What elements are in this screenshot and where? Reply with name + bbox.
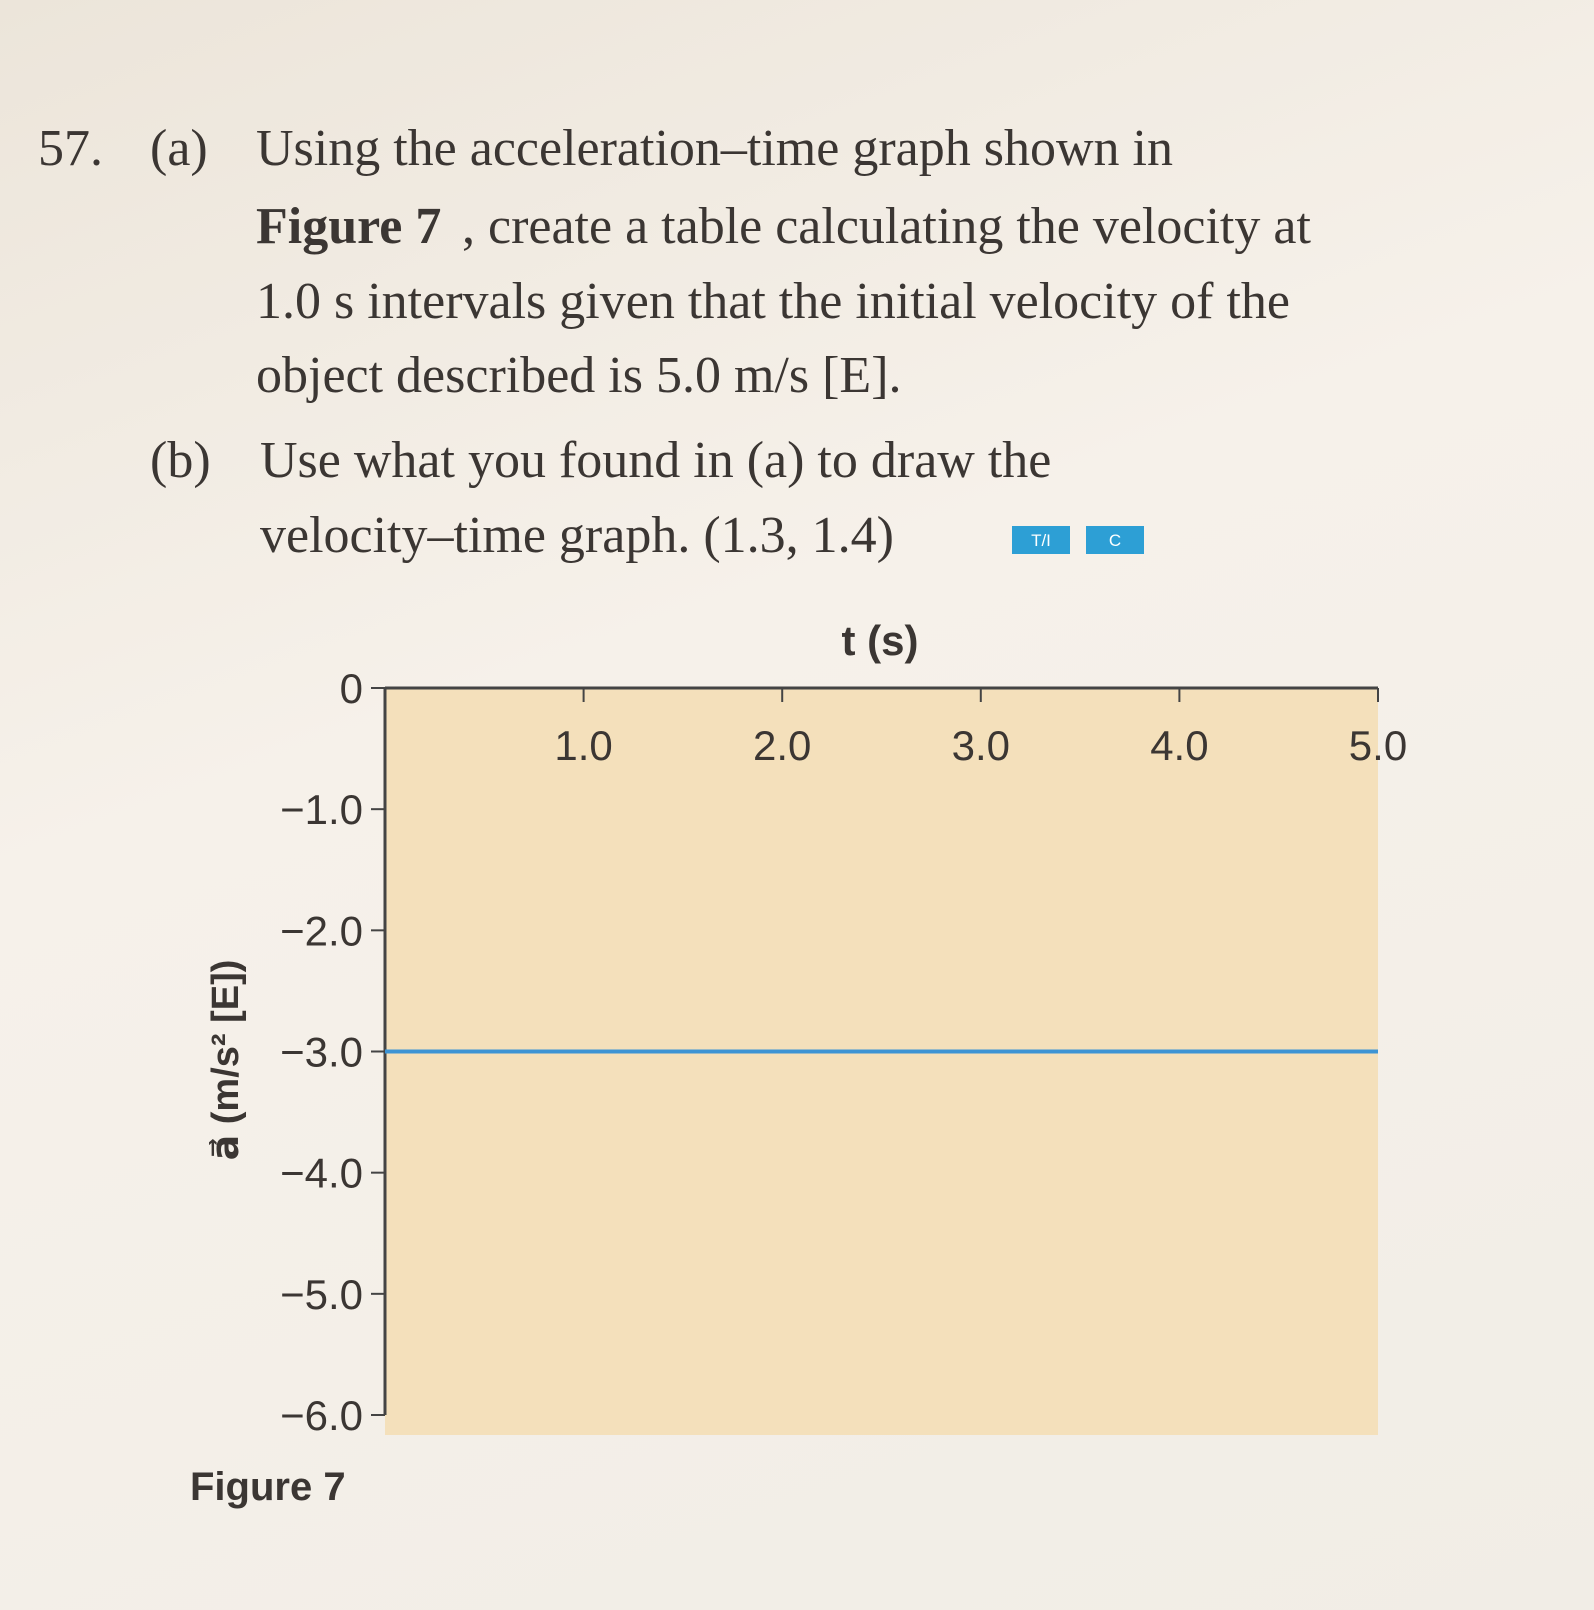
question-text: object described is 5.0 m/s [E]. (256, 347, 902, 404)
y-axis-title: a⃗ (m/s² [E]) (205, 960, 247, 1161)
part-label: (b) (150, 432, 211, 489)
y-tick-label: −5.0 (280, 1271, 363, 1318)
chart: 1.0 2.0 3.0 4.0 5.0 0 −1.0 −2.0 −3.0 −4.0 −5.0 −6.0… (190, 617, 1407, 1509)
question-text: Using the acceleration–time graph shown … (256, 120, 1173, 177)
y-tick-label: −1.0 (280, 786, 363, 833)
x-tick-label: 5.0 (1349, 722, 1407, 769)
y-tick-label: −2.0 (280, 907, 363, 954)
badge-text: C (1109, 531, 1121, 550)
x-tick-label: 3.0 (952, 722, 1010, 769)
badge (1012, 526, 1070, 554)
y-tick-label: −3.0 (280, 1029, 363, 1076)
question-text: velocity–time graph. (1.3, 1.4) (260, 507, 894, 564)
question-text: , create a table calculating the velocit… (462, 198, 1311, 255)
x-axis-title: t (s) (842, 617, 919, 664)
badge-text: T/I (1031, 531, 1051, 550)
plot-area (385, 688, 1378, 1435)
x-tick-label: 2.0 (753, 722, 811, 769)
y-tick-label: −6.0 (280, 1392, 363, 1439)
figure-caption: Figure 7 (190, 1465, 346, 1509)
figure-reference: Figure 7 (256, 198, 441, 255)
x-tick-label: 1.0 (554, 722, 612, 769)
part-label: (a) (150, 120, 208, 177)
question-text: 1.0 s intervals given that the initial v… (256, 273, 1290, 330)
question-text: Use what you found in (a) to draw the (260, 432, 1051, 489)
y-tick-label: 0 (340, 665, 363, 712)
badge (1086, 526, 1144, 554)
question-number: 57. (38, 120, 103, 177)
x-tick-label: 4.0 (1150, 722, 1208, 769)
y-tick-label: −4.0 (280, 1150, 363, 1197)
